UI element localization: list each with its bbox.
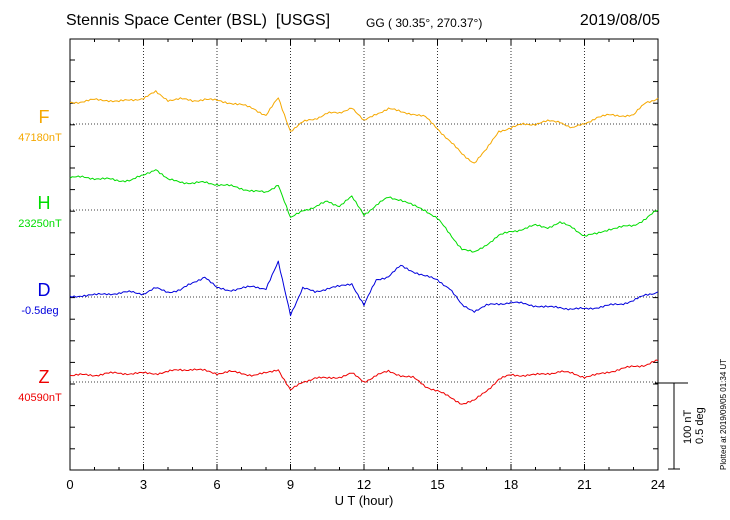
series-line-H: [69, 169, 659, 253]
series-label-Z: Z: [39, 367, 50, 387]
x-tick-label: 18: [504, 477, 518, 492]
x-tick-label: 3: [140, 477, 147, 492]
series-line-Z: [69, 359, 659, 405]
x-tick-label: 9: [287, 477, 294, 492]
baseline-value-F: 47180nT: [18, 132, 62, 144]
coordinates: GG ( 30.35°, 270.37°): [366, 16, 483, 30]
x-tick-label: 0: [66, 477, 73, 492]
x-axis-label: U T (hour): [335, 493, 394, 508]
series-line-F: [69, 90, 659, 164]
scale-label-nt: 100 nT: [682, 409, 694, 444]
station-name: Stennis Space Center (BSL): [66, 12, 267, 29]
plotted-at-label: Plotted at 2019/09/05 01:34 UT: [719, 359, 728, 470]
date-label: 2019/08/05: [579, 12, 660, 29]
agency-label: [USGS]: [275, 12, 331, 29]
scale-label-deg: 0.5 deg: [694, 407, 706, 444]
x-tick-label: 24: [651, 477, 665, 492]
chart-title: Stennis Space Center (BSL) [USGS]: [66, 12, 330, 30]
baseline-value-D: -0.5deg: [21, 305, 58, 317]
series-label-D: D: [38, 280, 51, 300]
series-line-D: [69, 260, 659, 317]
baseline-value-Z: 40590nT: [18, 392, 62, 404]
series-label-H: H: [38, 193, 51, 213]
series-label-F: F: [39, 107, 50, 127]
x-tick-label: 12: [357, 477, 371, 492]
baseline-value-H: 23250nT: [18, 218, 62, 230]
x-tick-label: 21: [577, 477, 591, 492]
x-tick-label: 6: [213, 477, 220, 492]
x-tick-label: 15: [430, 477, 444, 492]
